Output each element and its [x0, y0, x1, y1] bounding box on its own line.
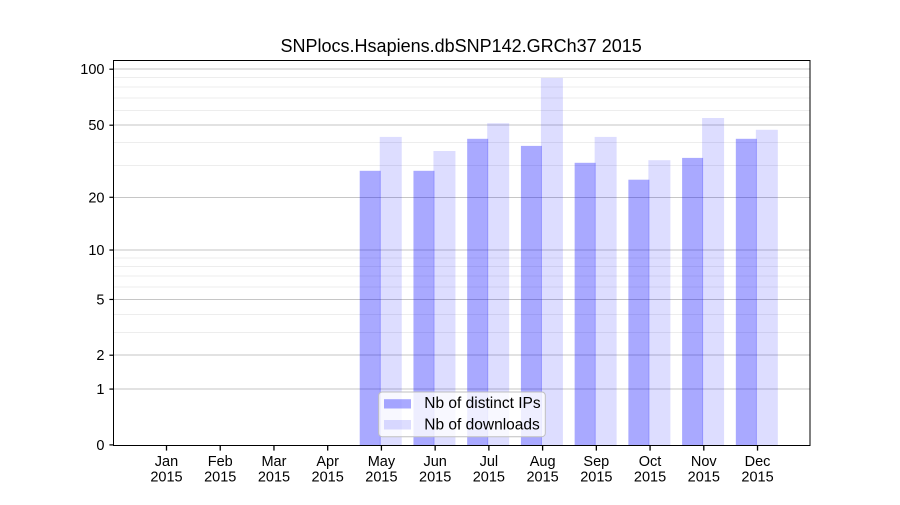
svg-text:10: 10 [88, 243, 104, 259]
svg-text:2015: 2015 [365, 469, 397, 485]
svg-text:Nov: Nov [691, 454, 718, 470]
svg-text:2015: 2015 [258, 469, 290, 485]
svg-text:Jan: Jan [155, 454, 178, 470]
svg-text:2015: 2015 [419, 469, 451, 485]
svg-text:2015: 2015 [741, 469, 773, 485]
svg-text:20: 20 [88, 190, 104, 206]
svg-text:Nb of distinct IPs: Nb of distinct IPs [424, 395, 541, 412]
svg-text:2015: 2015 [473, 469, 505, 485]
svg-text:Jun: Jun [423, 454, 446, 470]
svg-text:2015: 2015 [526, 469, 558, 485]
svg-text:2: 2 [96, 348, 104, 364]
svg-text:Sep: Sep [583, 454, 609, 470]
svg-text:SNPlocs.Hsapiens.dbSNP142.GRCh: SNPlocs.Hsapiens.dbSNP142.GRCh37 2015 [281, 36, 642, 56]
svg-text:2015: 2015 [312, 469, 344, 485]
svg-text:2015: 2015 [204, 469, 236, 485]
svg-text:0: 0 [96, 438, 104, 454]
svg-text:Nb of downloads: Nb of downloads [424, 416, 540, 433]
svg-text:2015: 2015 [688, 469, 720, 485]
svg-text:Aug: Aug [530, 454, 556, 470]
svg-text:2015: 2015 [150, 469, 182, 485]
svg-text:Feb: Feb [208, 454, 233, 470]
svg-text:100: 100 [80, 62, 104, 78]
svg-text:Dec: Dec [745, 454, 771, 470]
svg-text:2015: 2015 [634, 469, 666, 485]
svg-text:Apr: Apr [316, 454, 339, 470]
svg-text:5: 5 [96, 292, 104, 308]
svg-text:Mar: Mar [261, 454, 286, 470]
svg-text:1: 1 [96, 382, 104, 398]
svg-text:50: 50 [88, 118, 104, 134]
svg-text:Jul: Jul [480, 454, 499, 470]
svg-text:May: May [368, 454, 396, 470]
svg-text:Oct: Oct [639, 454, 662, 470]
svg-text:2015: 2015 [580, 469, 612, 485]
